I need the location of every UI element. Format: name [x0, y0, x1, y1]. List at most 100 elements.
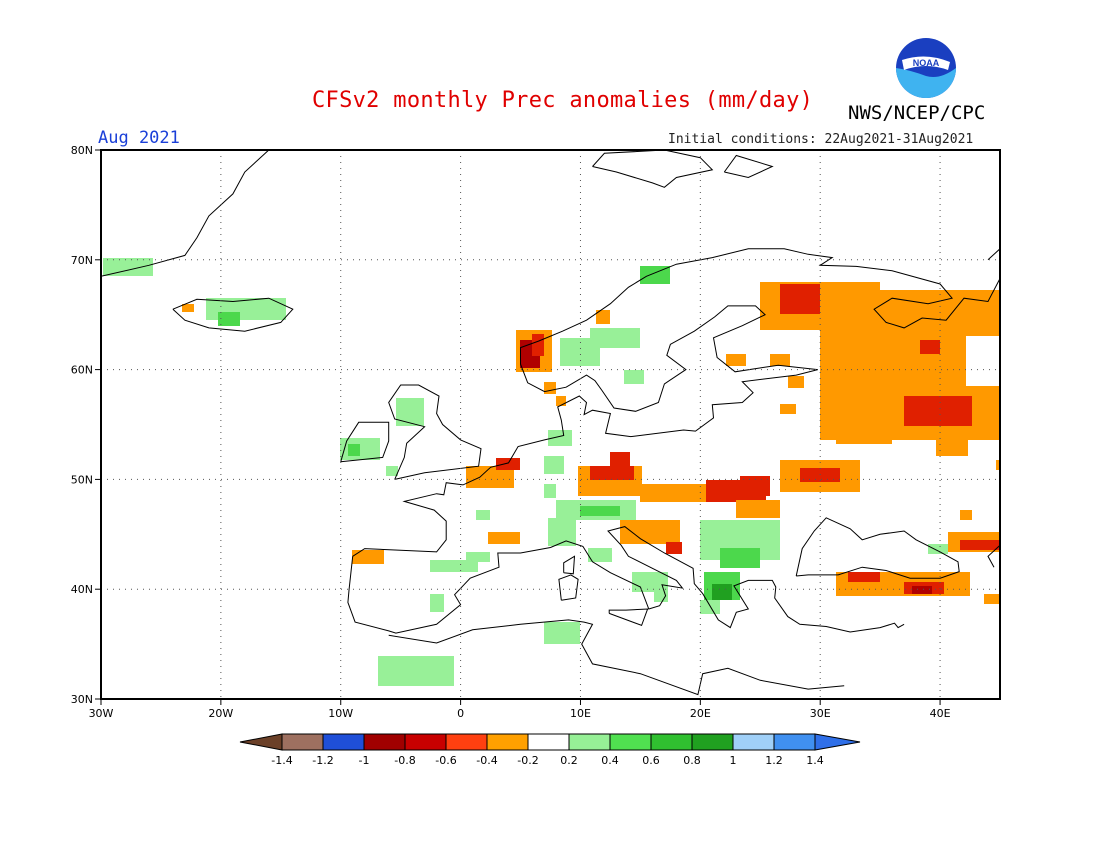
anomaly-cell	[466, 466, 514, 488]
anomaly-cell	[620, 520, 680, 544]
coastline	[388, 384, 482, 480]
anomaly-cell	[740, 476, 770, 496]
lon-tick-label: 0	[457, 707, 464, 720]
anomaly-cell	[780, 404, 796, 414]
colorbar-bin	[691, 733, 734, 751]
colorbar-bin	[445, 733, 488, 751]
coastline	[795, 517, 960, 579]
anomaly-cell	[928, 544, 948, 554]
colorbar-label: 0.2	[560, 754, 578, 767]
colorbar-label: 1	[730, 754, 737, 767]
coastline	[592, 150, 714, 188]
anomaly-cell	[544, 484, 556, 498]
anomaly-cell	[378, 656, 454, 686]
noaa-logo-text: NOAA	[913, 58, 940, 68]
colorbar-bin	[773, 733, 816, 751]
colorbar-bin	[281, 733, 324, 751]
coastline	[608, 608, 649, 627]
anomaly-cell	[654, 592, 668, 602]
anomaly-cell	[580, 506, 620, 516]
anomaly-cell	[904, 396, 972, 426]
anomaly-cell	[556, 396, 566, 406]
colorbar-label: 0.6	[642, 754, 660, 767]
colorbar-label: 1.2	[765, 754, 783, 767]
colorbar-bin	[363, 733, 406, 751]
lon-tick-label: 40E	[930, 707, 951, 720]
anomaly-cell	[996, 460, 1000, 470]
coastline	[340, 421, 390, 463]
anomaly-cell	[960, 540, 1000, 550]
anomaly-cell	[430, 594, 444, 612]
initial-conditions: Initial conditions: 22Aug2021-31Aug2021	[668, 132, 974, 147]
anomaly-cell	[770, 354, 790, 366]
lon-tick-label: 20E	[690, 707, 711, 720]
coastline	[987, 544, 1000, 568]
colorbar-bin	[527, 733, 570, 751]
anomaly-cell	[548, 518, 576, 546]
lat-tick-label: 30N	[71, 693, 93, 706]
colorbar-label: -0.4	[476, 754, 497, 767]
anomaly-cell	[700, 600, 720, 614]
colorbar-label: -0.8	[394, 754, 415, 767]
anomaly-cell	[624, 370, 644, 384]
anomaly-cell	[548, 430, 572, 446]
lon-tick-label: 30W	[89, 707, 114, 720]
anomaly-cell	[712, 584, 732, 600]
anomaly-cell	[476, 510, 490, 520]
colorbar-label: 0.8	[683, 754, 701, 767]
axis-ticks-layer: 30W 20W 10W 0 10E 20E 30E 40E 30N 40N 50N 60N 70N 80N	[71, 144, 951, 720]
lon-tick-label: 20W	[208, 707, 233, 720]
lon-tick-label: 10E	[570, 707, 591, 720]
colorbar-bin	[322, 733, 365, 751]
lat-tick-label: 80N	[71, 144, 93, 157]
coastline	[347, 526, 905, 634]
lat-tick-label: 60N	[71, 364, 93, 377]
anomaly-cell	[788, 376, 804, 388]
anomaly-cell	[590, 328, 640, 348]
anomaly-cell	[966, 336, 1000, 386]
anomaly-cell	[488, 532, 520, 544]
colorbar-label: -0.6	[435, 754, 456, 767]
anomaly-cell	[720, 548, 760, 568]
coastline	[563, 555, 576, 575]
anomaly-cell	[780, 284, 820, 314]
anomaly-cell	[640, 484, 712, 502]
anomaly-cell	[544, 456, 564, 474]
colorbar-label: -0.2	[517, 754, 538, 767]
lon-tick-label: 30E	[810, 707, 831, 720]
coastline	[723, 154, 774, 179]
colorbar-bin	[486, 733, 529, 751]
anomaly-cell	[588, 548, 612, 562]
anomaly-cell	[836, 396, 892, 444]
colorbar-low-end	[239, 733, 283, 751]
anomaly-cell	[532, 334, 544, 356]
coastline	[388, 619, 845, 696]
colorbar-bin	[732, 733, 775, 751]
colorbar-bin	[609, 733, 652, 751]
colorbar-label: -1.4	[271, 754, 292, 767]
anomaly-cell	[182, 304, 194, 312]
lon-tick-label: 10W	[328, 707, 353, 720]
lat-tick-label: 40N	[71, 583, 93, 596]
anomaly-cell	[984, 594, 1000, 604]
map-frame	[100, 149, 1001, 700]
anomaly-cell	[912, 586, 932, 594]
colorbar-label: -1.2	[312, 754, 333, 767]
noaa-logo: NOAA	[896, 38, 956, 98]
anomaly-cell	[544, 622, 580, 644]
anomaly-cell	[960, 510, 972, 520]
anomaly-cell	[352, 550, 384, 564]
anomaly-cell	[666, 542, 682, 554]
colorbar-bin	[568, 733, 611, 751]
colorbar-high-end	[814, 733, 861, 751]
coastline	[352, 248, 1000, 557]
coastline	[558, 574, 579, 601]
coastlines-layer	[101, 150, 1000, 696]
colorbar-label: 0.4	[601, 754, 619, 767]
anomaly-cell	[386, 466, 398, 476]
anomaly-cell	[596, 310, 610, 324]
anomaly-cell	[103, 258, 153, 276]
forecast-period: Aug 2021	[98, 128, 180, 148]
